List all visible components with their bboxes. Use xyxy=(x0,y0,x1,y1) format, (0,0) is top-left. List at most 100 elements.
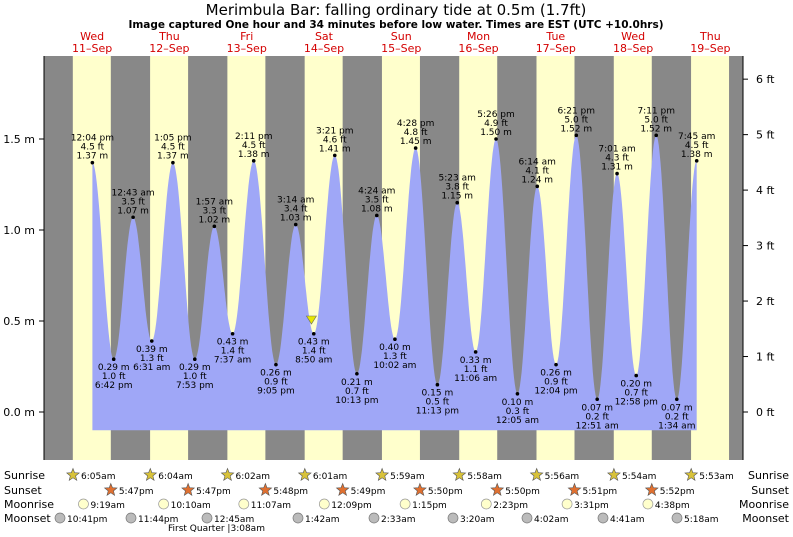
high-tide-time: 7:45 am xyxy=(678,132,715,142)
high-tide-metres: 1.45 m xyxy=(400,137,432,147)
water-area xyxy=(92,135,697,431)
day-name: Fri xyxy=(240,30,253,43)
high-tide-metres: 1.08 m xyxy=(361,204,393,214)
low-tide-feet: 1.1 ft xyxy=(464,365,488,375)
low-tide-point xyxy=(311,331,316,336)
day-date: 17–Sep xyxy=(536,42,576,55)
low-tide-point xyxy=(473,350,478,354)
left-tick-label: 1.0 m xyxy=(3,224,35,237)
current-tide-marker xyxy=(305,315,317,325)
moonrise-icon xyxy=(238,498,250,510)
low-tide-time: 6:31 am xyxy=(133,363,170,373)
moonset-time: 5:18am xyxy=(684,515,719,525)
moonrise-icon xyxy=(480,498,492,510)
low-tide-feet: 1.3 ft xyxy=(140,354,164,364)
high-tide-time: 4:24 am xyxy=(358,186,395,196)
high-tide-point xyxy=(574,133,579,138)
high-tide-time: 7:11 pm xyxy=(637,106,675,116)
sunrise-time: 5:54am xyxy=(622,472,657,482)
high-tide-point xyxy=(131,215,135,220)
high-tide-feet: 3.5 ft xyxy=(365,195,389,205)
moonrise-icon xyxy=(561,498,573,510)
low-tide-time: 6:42 pm xyxy=(95,381,133,391)
day-name: Mon xyxy=(467,30,490,43)
right-tick-label: 4 ft xyxy=(756,184,775,197)
low-tide-metres: 0.26 m xyxy=(260,369,292,379)
moonset-time: 3:20am xyxy=(460,515,495,525)
moonset-time: 4:02am xyxy=(534,515,569,525)
low-tide-point xyxy=(393,337,397,342)
left-tick-label: 1.5 m xyxy=(3,133,35,146)
row-label-left: Moonset xyxy=(4,512,51,525)
sunrise-time: 6:04am xyxy=(158,472,193,482)
sunset-icon xyxy=(181,482,196,496)
sunrise-time: 5:56am xyxy=(545,472,580,482)
high-tide-metres: 1.38 m xyxy=(238,150,270,160)
moonrise-time: 2:23pm xyxy=(493,501,528,511)
sunset-time: 5:50pm xyxy=(505,487,540,497)
sunrise-icon xyxy=(375,467,390,481)
high-tide-time: 6:21 pm xyxy=(557,106,595,116)
right-tick-label: 3 ft xyxy=(756,240,775,253)
high-tide-feet: 5.0 ft xyxy=(644,115,668,125)
day-date: 11–Sep xyxy=(72,42,112,55)
low-tide-time: 12:51 am xyxy=(576,421,619,431)
sunset-time: 5:52pm xyxy=(660,487,695,497)
low-tide-point xyxy=(230,331,235,336)
high-tide-point xyxy=(654,133,659,138)
day-labels: Wed11–SepThu12–SepFri13–SepSat14–SepSun1… xyxy=(72,30,730,55)
right-tick-label: 0 ft xyxy=(756,406,775,419)
high-tide-point xyxy=(494,137,498,141)
high-tide-metres: 1.52 m xyxy=(560,124,592,134)
high-tide-feet: 5.0 ft xyxy=(564,115,588,125)
moonset-icon xyxy=(54,512,66,524)
right-tick-label: 5 ft xyxy=(756,129,775,142)
moonrise-icon xyxy=(318,498,330,510)
high-tide-time: 1:05 pm xyxy=(154,134,192,144)
low-tide-point xyxy=(192,357,197,362)
sunrise-time: 5:59am xyxy=(390,472,425,482)
high-tide-point xyxy=(171,160,175,165)
low-tide-metres: 0.43 m xyxy=(217,338,249,348)
low-tide-point xyxy=(515,392,520,396)
day-name: Wed xyxy=(621,30,645,43)
sunrise-icon xyxy=(684,467,699,481)
moonset-time: 1:42am xyxy=(305,515,340,525)
moonset-time: 4:41am xyxy=(610,515,645,525)
high-tide-feet: 3.3 ft xyxy=(202,206,226,216)
high-tide-feet: 3.4 ft xyxy=(284,205,308,215)
high-tide-feet: 4.5 ft xyxy=(242,141,266,151)
high-tide-metres: 1.38 m xyxy=(681,150,713,160)
low-tide-feet: 0.7 ft xyxy=(345,387,369,397)
low-tide-point xyxy=(595,397,599,402)
sunrise-time: 6:02am xyxy=(236,472,271,482)
moonrise-time: 11:07am xyxy=(251,501,291,511)
low-tide-point xyxy=(355,371,359,376)
high-tide-feet: 4.5 ft xyxy=(161,143,185,153)
row-label-left: Sunset xyxy=(4,484,42,497)
moonrise-icon xyxy=(399,498,411,510)
sunset-icon xyxy=(335,482,350,496)
moonset-icon xyxy=(368,512,380,524)
low-tide-feet: 1.0 ft xyxy=(102,372,126,382)
sunrise-icon xyxy=(452,467,467,481)
sunrise-icon xyxy=(143,467,158,481)
moonset-icon xyxy=(292,512,304,524)
day-name: Thu xyxy=(699,30,721,43)
sunrise-icon xyxy=(529,467,544,481)
low-tide-feet: 1.3 ft xyxy=(383,352,407,362)
high-tide-point xyxy=(615,171,619,176)
low-tide-feet: 1.4 ft xyxy=(221,347,245,357)
high-tide-metres: 1.41 m xyxy=(319,144,351,154)
high-tide-metres: 1.15 m xyxy=(441,192,473,202)
high-tide-metres: 1.52 m xyxy=(640,124,672,134)
high-tide-feet: 4.3 ft xyxy=(605,154,629,164)
high-tide-point xyxy=(212,224,217,229)
low-tide-point xyxy=(274,362,278,367)
high-tide-time: 7:01 am xyxy=(598,145,635,155)
chart-subtitle: Image captured One hour and 34 minutes b… xyxy=(128,19,663,31)
low-tide-metres: 0.40 m xyxy=(379,343,411,353)
day-date: 16–Sep xyxy=(458,42,498,55)
moonset-icon xyxy=(125,512,137,524)
